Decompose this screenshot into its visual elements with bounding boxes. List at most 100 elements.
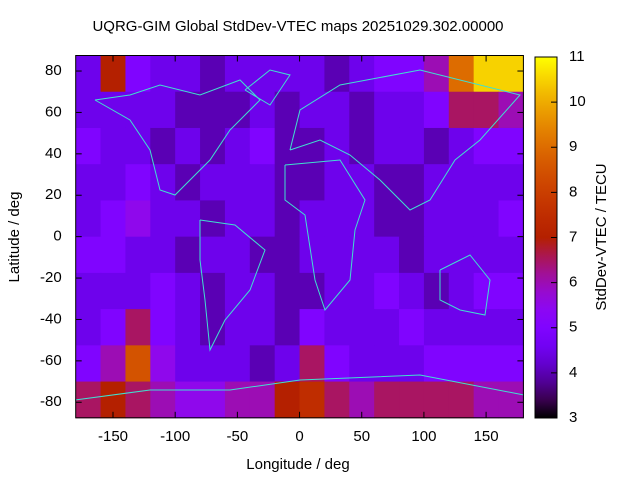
- heatmap-cell: [473, 309, 500, 346]
- heatmap-cell: [399, 55, 425, 93]
- heatmap-cell: [448, 200, 475, 238]
- heatmap-cell: [200, 236, 226, 274]
- heatmap-cell: [473, 200, 500, 238]
- heatmap-cell: [125, 164, 151, 201]
- heatmap-cell: [349, 91, 375, 129]
- heatmap-cell: [374, 55, 400, 93]
- heatmap-cell: [175, 91, 201, 129]
- heatmap-cell: [150, 236, 176, 274]
- heatmap-cell: [423, 309, 450, 346]
- heatmap-cell: [150, 91, 176, 129]
- heatmap-cell: [150, 127, 176, 165]
- x-tick-label: -50: [227, 428, 249, 445]
- coastlines: [74, 69, 525, 401]
- heatmap-cell: [175, 127, 201, 165]
- heatmap-cell: [349, 236, 375, 274]
- heatmap-cell: [349, 200, 375, 238]
- heatmap-cell: [125, 345, 151, 383]
- heatmap-cell: [324, 55, 350, 93]
- heatmap-cell: [274, 91, 301, 129]
- heatmap-cell: [473, 236, 500, 274]
- heatmap-cell: [125, 127, 151, 165]
- heatmap-cell: [200, 345, 226, 383]
- heatmap-cell: [100, 55, 126, 93]
- heatmap-cell: [299, 345, 325, 383]
- heatmap-cell: [249, 55, 276, 93]
- heatmap-cell: [349, 345, 375, 383]
- heatmap-cell: [448, 55, 475, 93]
- heatmap-cell: [349, 272, 375, 310]
- heatmap-cell: [399, 200, 425, 238]
- heatmap-cell: [175, 55, 201, 93]
- heatmap-cell: [473, 127, 500, 165]
- colorbar-tick-label: 3: [569, 409, 577, 426]
- heatmap-cell: [100, 272, 126, 310]
- heatmap-cell: [175, 272, 201, 310]
- heatmap-cell: [100, 200, 126, 238]
- heatmap-cell: [100, 127, 126, 165]
- heatmap-cell: [374, 91, 400, 129]
- heatmap-cell: [175, 345, 201, 383]
- y-tick-label: -20: [40, 269, 62, 286]
- y-tick-label: 20: [45, 186, 62, 203]
- heatmap-cell: [224, 200, 251, 238]
- heatmap-cell: [125, 236, 151, 274]
- heatmap-cell: [374, 236, 400, 274]
- heatmap-cell: [274, 200, 301, 238]
- heatmap-cell: [324, 91, 350, 129]
- heatmap-cell: [448, 127, 475, 165]
- colorbar-tick-label: 11: [569, 48, 585, 65]
- heatmap-cell: [75, 91, 102, 129]
- x-tick-label: 0: [295, 428, 303, 445]
- heatmap-cell: [399, 345, 425, 383]
- x-tick-label: 100: [411, 428, 436, 445]
- heatmap-cell: [200, 200, 226, 238]
- heatmap-cell: [125, 200, 151, 238]
- heatmap-cell: [224, 164, 251, 201]
- heatmap-cell: [175, 309, 201, 346]
- heatmap-cell: [399, 272, 425, 310]
- heatmap-cell: [498, 309, 524, 346]
- heatmap-cell: [399, 164, 425, 201]
- heatmap-cell: [224, 345, 251, 383]
- heatmap-cell: [249, 345, 276, 383]
- heatmap-cell: [249, 200, 276, 238]
- heatmap-cell: [100, 309, 126, 346]
- heatmap-cell: [399, 309, 425, 346]
- heatmap-cell: [100, 345, 126, 383]
- colorbar-tick-label: 9: [569, 138, 577, 155]
- coastline: [244, 69, 291, 106]
- heatmap-cell: [125, 309, 151, 346]
- y-tick-label: -60: [40, 352, 62, 369]
- heatmap-cell: [75, 127, 102, 165]
- heatmap-cell: [324, 381, 350, 419]
- heatmap-cell: [448, 381, 475, 419]
- heatmap-cell: [75, 381, 102, 419]
- heatmap-cell: [224, 127, 251, 165]
- heatmap-cell: [498, 127, 524, 165]
- heatmap-cell: [299, 55, 325, 93]
- heatmap-cell: [200, 164, 226, 201]
- heatmap-cell: [399, 236, 425, 274]
- heatmap-cell: [249, 381, 276, 419]
- heatmap-cell: [175, 381, 201, 419]
- heatmap-cell: [299, 272, 325, 310]
- y-tick-label: 80: [45, 62, 62, 79]
- heatmap-cell: [423, 272, 450, 310]
- heatmap-cell: [374, 200, 400, 238]
- heatmap-cell: [150, 164, 176, 201]
- x-tick-label: -100: [160, 428, 190, 445]
- colorbar-tick-label: 8: [569, 183, 577, 200]
- heatmap-cell: [498, 381, 524, 419]
- heatmap-cell: [274, 164, 301, 201]
- heatmap-cell: [324, 309, 350, 346]
- heatmap-cell: [249, 236, 276, 274]
- heatmap-cell: [274, 236, 301, 274]
- heatmap-cell: [274, 272, 301, 310]
- heatmap-cell: [324, 272, 350, 310]
- heatmap-cell: [299, 91, 325, 129]
- y-axis-label: Latitude / deg: [6, 192, 23, 283]
- heatmap-cell: [299, 200, 325, 238]
- heatmap-cell: [349, 127, 375, 165]
- heatmap-cell: [100, 236, 126, 274]
